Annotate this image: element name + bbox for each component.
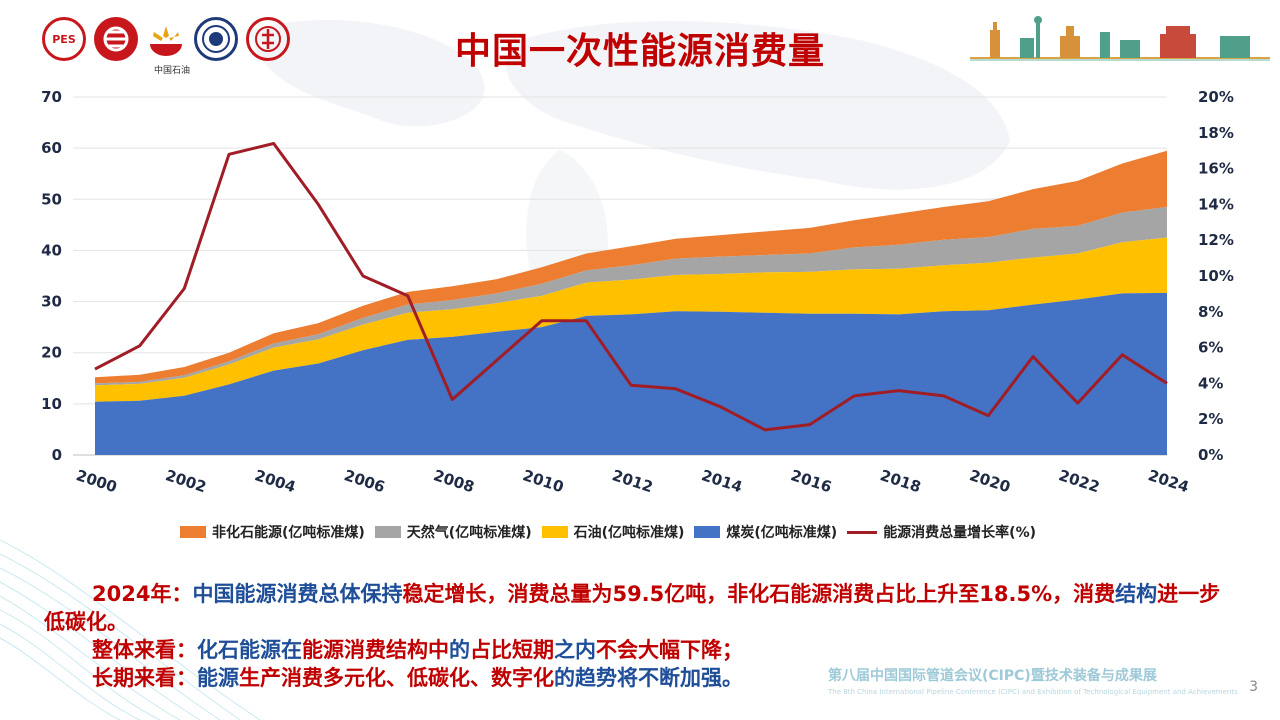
summary-text-span: 不会大幅下降；	[596, 638, 743, 662]
conference-title: 第八届中国国际管道会议(CIPC)暨技术装备与成果展	[828, 668, 1157, 684]
petrochina-caption: 中国石油	[153, 66, 190, 76]
summary-text-span: 能源	[197, 666, 239, 690]
y-left-tick-label: 70	[41, 88, 62, 106]
area-4472c4	[95, 292, 1167, 455]
summary-text-span: 结构	[1115, 582, 1158, 606]
summary-text-span: 之内	[554, 638, 596, 662]
y-left-tick-label: 40	[41, 241, 62, 259]
growth-rate-line-series	[94, 142, 1168, 432]
chart-legend: 非化石能源(亿吨标准煤) 天然气(亿吨标准煤) 石油(亿吨标准煤) 煤炭(亿吨标…	[180, 522, 1036, 542]
left-axis-ticks: 0 10 20 30 40 50 60 70	[41, 88, 62, 464]
summary-longterm-label: 长期来看：	[92, 666, 197, 690]
legend-label-oil: 石油(亿吨标准煤)	[573, 525, 685, 541]
y-right-tick-label: 20%	[1198, 88, 1234, 106]
right-axis-ticks: 0% 2% 4% 6% 8% 10% 12% 14% 16% 18% 20%	[1198, 88, 1234, 464]
x-tick-label: 2004	[253, 466, 298, 496]
x-tick-label: 2012	[610, 466, 655, 496]
conference-title-en: The 8th China International Pipeline Con…	[828, 688, 1238, 696]
y-right-tick-label: 18%	[1198, 124, 1234, 142]
org-logo-red	[94, 17, 138, 61]
summary-text-span: 能源消费结构中	[302, 638, 449, 662]
x-tick-label: 2024	[1146, 466, 1191, 496]
legend-swatch-nonfossil	[180, 526, 206, 538]
y-left-tick-label: 60	[41, 139, 62, 157]
y-right-tick-label: 6%	[1198, 339, 1223, 357]
y-left-tick-label: 50	[41, 190, 62, 208]
summary-text-span: 生产消费多元化、低碳化、数字化	[239, 666, 554, 690]
x-tick-label: 2022	[1057, 466, 1102, 496]
y-right-tick-label: 4%	[1198, 374, 1223, 392]
legend-item-gas: 天然气(亿吨标准煤)	[374, 522, 532, 542]
y-right-tick-label: 0%	[1198, 446, 1223, 464]
summary-year-label: 2024年：	[92, 582, 193, 606]
summary-text-span: 的趋势将不断加强。	[554, 666, 743, 690]
x-tick-label: 2014	[699, 466, 744, 496]
growth-rate-line	[94, 142, 1168, 432]
legend-item-growth-rate: 能源消费总量增长率(%)	[847, 522, 1036, 542]
university-seal-logo	[194, 17, 238, 61]
x-tick-label: 2002	[163, 466, 208, 496]
legend-swatch-growth-rate	[847, 530, 878, 534]
legend-label-gas: 天然气(亿吨标准煤)	[406, 525, 532, 541]
y-left-tick-label: 20	[41, 344, 62, 362]
summary-paragraph-longterm: 长期来看：能源生产消费多元化、低碳化、数字化的趋势将不断加强。	[44, 664, 1234, 692]
x-axis-ticks: 2000 2002 2004 2006 2008 2010 2012 2014 2016 2018…	[74, 466, 1191, 496]
summary-text-span: 中国能源消费总体保持	[192, 582, 403, 606]
skyline-decoration	[970, 16, 1270, 61]
y-right-tick-label: 16%	[1198, 160, 1234, 178]
logo-strip: PES 中国石油	[42, 17, 290, 76]
summary-text-span: 进一步低碳化。	[44, 582, 1221, 634]
institute-seal-logo	[246, 17, 290, 61]
legend-label-nonfossil: 非化石能源(亿吨标准煤)	[212, 525, 365, 541]
page-title: 中国一次性能源消费量	[454, 31, 825, 72]
legend-label-growth-rate: 能源消费总量增长率(%)	[883, 525, 1037, 541]
legend-item-nonfossil: 非化石能源(亿吨标准煤)	[180, 522, 365, 542]
y-left-tick-label: 30	[41, 293, 62, 311]
summary-text: 2024年：中国能源消费总体保持稳定增长，消费总量为59.5亿吨，非化石能源消费…	[44, 580, 1234, 692]
summary-paragraph-overall: 整体来看：化石能源在能源消费结构中的占比短期之内不会大幅下降；	[44, 636, 1234, 664]
legend-swatch-oil	[541, 526, 568, 538]
x-tick-label: 2008	[431, 466, 476, 496]
y-right-tick-label: 8%	[1198, 303, 1223, 321]
x-tick-label: 2018	[878, 466, 923, 496]
summary-text-span: 占比短期	[470, 638, 554, 662]
y-right-tick-label: 10%	[1198, 267, 1234, 285]
wave-decoration	[0, 539, 261, 720]
page-number: 3	[1249, 679, 1258, 695]
summary-paragraph-2024: 2024年：中国能源消费总体保持稳定增长，消费总量为59.5亿吨，非化石能源消费…	[44, 580, 1234, 636]
summary-text-span: 的	[449, 638, 470, 662]
area-a5a5a5	[95, 207, 1167, 386]
petrochina-logo: 中国石油	[146, 17, 190, 76]
legend-swatch-gas	[374, 526, 401, 538]
y-right-tick-label: 12%	[1198, 231, 1234, 249]
y-left-tick-label: 10	[41, 395, 62, 413]
summary-text-span: 稳定增长，消费总量为59.5亿吨，非化石能源消费占比上升至18.5%，消费	[402, 582, 1116, 606]
x-tick-label: 2000	[74, 466, 119, 496]
x-tick-label: 2016	[789, 466, 834, 496]
x-tick-label: 2020	[967, 466, 1012, 496]
area-ffc000	[95, 237, 1167, 402]
legend-item-oil: 石油(亿吨标准煤)	[541, 522, 685, 542]
conference-footer: 第八届中国国际管道会议(CIPC)暨技术装备与成果展 The 8th China…	[828, 668, 1238, 700]
x-tick-label: 2006	[342, 466, 387, 496]
y-right-tick-label: 14%	[1198, 195, 1234, 213]
legend-swatch-coal	[694, 526, 721, 538]
legend-label-coal: 煤炭(亿吨标准煤)	[726, 525, 838, 541]
summary-text-span: 化石能源在	[197, 638, 302, 662]
y-left-tick-label: 0	[52, 446, 62, 464]
x-tick-label: 2010	[521, 466, 566, 496]
pes-logo: PES	[42, 17, 86, 61]
stacked-area-series	[95, 150, 1167, 455]
y-right-tick-label: 2%	[1198, 410, 1223, 428]
summary-overall-label: 整体来看：	[92, 638, 197, 662]
legend-item-coal: 煤炭(亿吨标准煤)	[694, 522, 837, 542]
